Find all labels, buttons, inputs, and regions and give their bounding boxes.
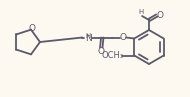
Text: N: N bbox=[85, 34, 92, 43]
Text: O: O bbox=[28, 24, 36, 33]
Text: H: H bbox=[139, 9, 144, 14]
Text: O: O bbox=[98, 46, 105, 55]
Text: O: O bbox=[157, 10, 164, 19]
Text: OCH₃: OCH₃ bbox=[101, 51, 123, 60]
Text: H: H bbox=[86, 32, 91, 39]
Text: O: O bbox=[120, 33, 127, 42]
